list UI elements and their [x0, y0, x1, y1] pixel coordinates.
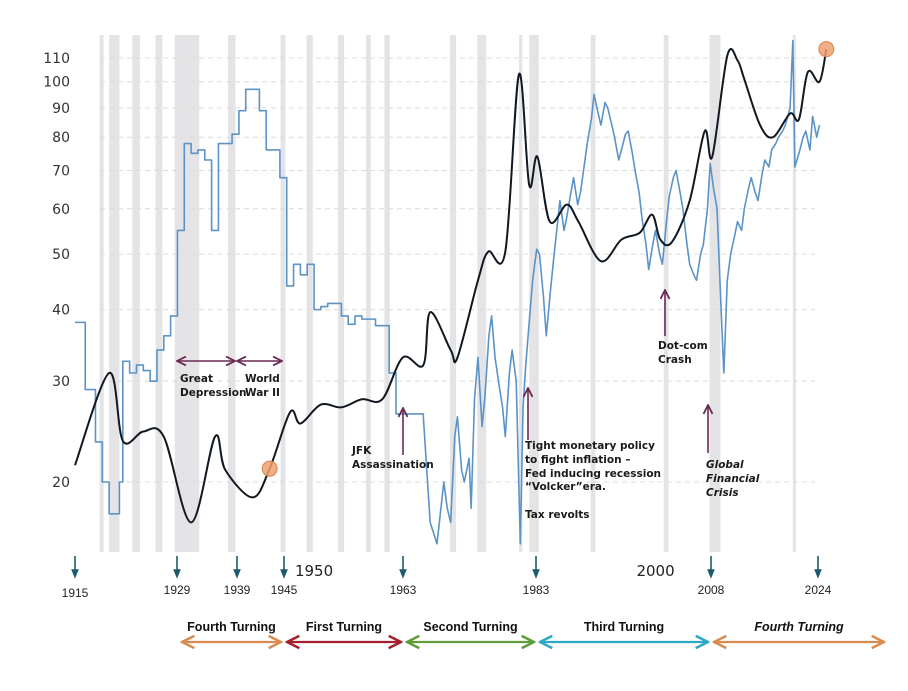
annotation-line: War II: [245, 387, 280, 399]
recession-band: [109, 35, 120, 552]
year-label: 1915: [62, 586, 89, 600]
recession-band: [99, 35, 104, 552]
recession-band: [155, 35, 163, 552]
annotation-line: World: [245, 373, 280, 385]
annotation-line: Financial: [706, 473, 760, 485]
recession-band: [590, 35, 596, 552]
y-tick-label: 30: [52, 374, 70, 390]
highlight-marker: [261, 460, 278, 477]
annotation-line: Great: [180, 373, 214, 385]
y-tick-label: 40: [52, 303, 70, 319]
annotation-line: Assassination: [352, 459, 434, 471]
recession-band: [306, 35, 313, 552]
year-label: 2008: [698, 583, 725, 597]
y-tick-label: 110: [43, 51, 70, 67]
y-tick-label: 70: [52, 163, 70, 179]
recession-band: [449, 35, 457, 552]
x-tick-label: 2000: [636, 562, 674, 580]
year-label: 1945: [271, 583, 298, 597]
recession-band: [792, 35, 796, 552]
turning-label: Second Turning: [423, 620, 517, 634]
recession-band: [227, 35, 236, 552]
blue-series-line: [422, 39, 821, 545]
recession-band: [529, 35, 539, 552]
annotation-great-depression: Great Depression: [180, 372, 246, 400]
annotation-world-war-ii: World War II: [245, 372, 280, 400]
year-label: 1963: [390, 583, 417, 597]
annotation-line: Tax revolts: [525, 509, 590, 522]
y-tick-label: 100: [43, 75, 70, 91]
turning-label: First Turning: [306, 620, 382, 634]
y-tick-label: 80: [52, 130, 70, 146]
recession-band: [477, 35, 487, 552]
recession-band: [280, 35, 286, 552]
annotation-line: Dot-com: [658, 340, 708, 352]
black-series-line: [74, 48, 828, 524]
y-tick-label: 20: [52, 475, 70, 491]
year-label: 1939: [224, 583, 251, 597]
recession-band: [709, 35, 721, 552]
recession-band: [337, 35, 345, 552]
x-tick-label: 1950: [295, 562, 333, 580]
turning-label: Third Turning: [584, 620, 664, 634]
annotation-line: Crisis: [706, 487, 739, 499]
annotation-line: “Volcker”era.: [525, 481, 606, 494]
annotation-gfc: Global Financial Crisis: [706, 458, 759, 500]
annotation-line: Tight monetary policy: [525, 440, 655, 452]
annotation-volcker: Tight monetary policy to fight inflation…: [525, 440, 661, 523]
annotation-line: Fed inducing recession: [525, 467, 662, 480]
year-label: 1983: [523, 583, 550, 597]
turning-label: Fourth Turning: [187, 620, 276, 634]
recession-band: [174, 35, 200, 552]
annotation-dotcom: Dot-com Crash: [658, 339, 708, 367]
y-tick-label: 60: [52, 202, 70, 218]
annotation-line: to fight inflation –: [525, 453, 631, 466]
recession-band: [365, 35, 371, 552]
annotation-line: JFK: [352, 445, 372, 457]
blue-series-line: [75, 88, 425, 515]
annotation-line: Depression: [180, 387, 247, 399]
year-label: 1929: [164, 583, 191, 597]
annotation-jfk: JFK Assassination: [352, 444, 434, 472]
recession-band: [132, 35, 140, 552]
recession-band: [518, 35, 523, 552]
y-tick-label: 50: [52, 247, 70, 263]
year-label: 2024: [805, 583, 832, 597]
annotation-line: Crash: [658, 354, 692, 366]
annotation-line: Global: [706, 459, 744, 471]
highlight-marker: [818, 41, 835, 58]
y-tick-label: 90: [52, 101, 70, 117]
turning-label: Fourth Turning: [754, 620, 844, 634]
recession-band: [384, 35, 390, 552]
